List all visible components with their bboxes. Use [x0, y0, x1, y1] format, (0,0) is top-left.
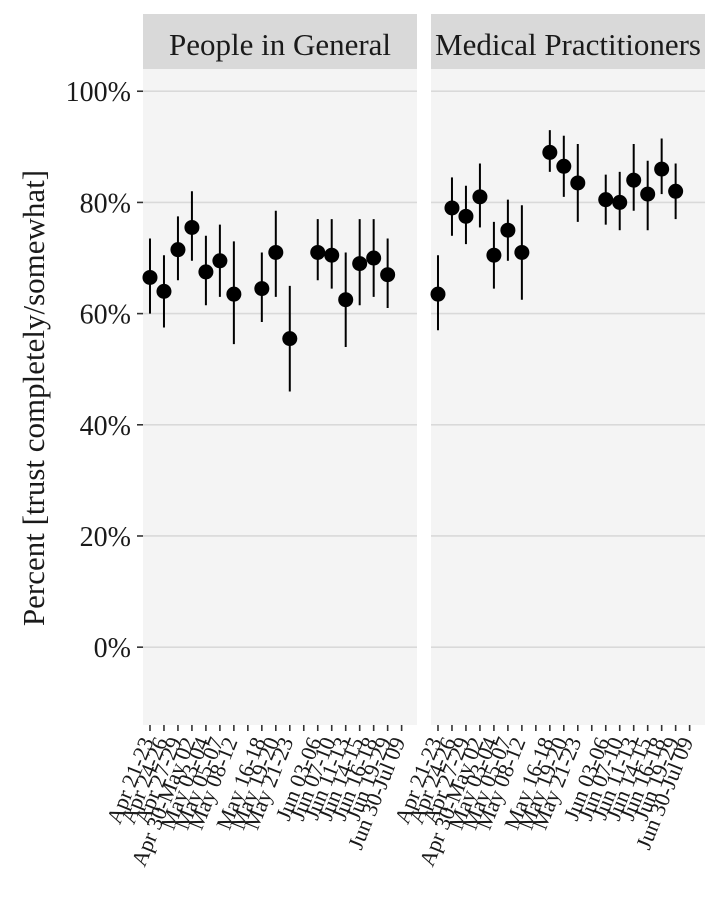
facet-strip	[143, 14, 417, 69]
y-tick-label: 40%	[80, 411, 131, 442]
data-point	[282, 331, 298, 347]
facet-panel-1: People in General	[142, 14, 417, 725]
data-point	[352, 256, 368, 272]
facet-panel-2: Medical Practitioners	[430, 14, 705, 725]
y-tick-label: 80%	[80, 188, 131, 219]
data-point	[310, 244, 326, 260]
data-point	[444, 200, 460, 216]
data-point	[640, 186, 656, 202]
data-point	[156, 283, 172, 299]
y-tick-label: 20%	[80, 522, 131, 553]
facet-strip-label: Medical Practitioners	[435, 27, 701, 62]
data-point	[338, 292, 354, 308]
data-point	[654, 161, 670, 177]
facet-strip-label: People in General	[169, 27, 391, 62]
data-point	[486, 247, 502, 263]
data-point	[430, 286, 446, 302]
data-point	[142, 269, 158, 285]
data-point	[212, 253, 228, 269]
data-point	[268, 244, 284, 260]
data-point	[612, 194, 628, 210]
data-point	[500, 222, 516, 238]
data-point	[324, 247, 340, 263]
data-point	[366, 250, 382, 266]
data-point	[458, 208, 474, 224]
data-point	[184, 219, 200, 235]
y-axis-label: Percent [trust completely/somewhat]	[16, 170, 51, 626]
panel-background	[431, 69, 705, 725]
panel-background	[143, 69, 417, 725]
y-axis: 0% 20% 40% 60% 80% 100%	[66, 77, 143, 664]
y-tick-label: 60%	[80, 300, 131, 331]
facet-strip	[431, 14, 705, 69]
data-point	[598, 192, 614, 208]
data-point	[380, 267, 396, 283]
data-point	[668, 183, 684, 199]
y-tick-label: 0%	[94, 633, 131, 664]
data-point	[254, 281, 270, 297]
data-point	[226, 286, 242, 302]
data-point	[198, 264, 214, 280]
data-point	[170, 242, 186, 258]
data-point	[472, 189, 488, 205]
data-point	[514, 244, 530, 260]
data-point	[570, 175, 586, 191]
data-point	[556, 158, 572, 174]
y-tick-label: 100%	[66, 77, 131, 108]
data-point	[626, 172, 642, 188]
data-point	[542, 144, 558, 160]
panels-layer: People in General Medical Practitioners	[142, 14, 705, 725]
